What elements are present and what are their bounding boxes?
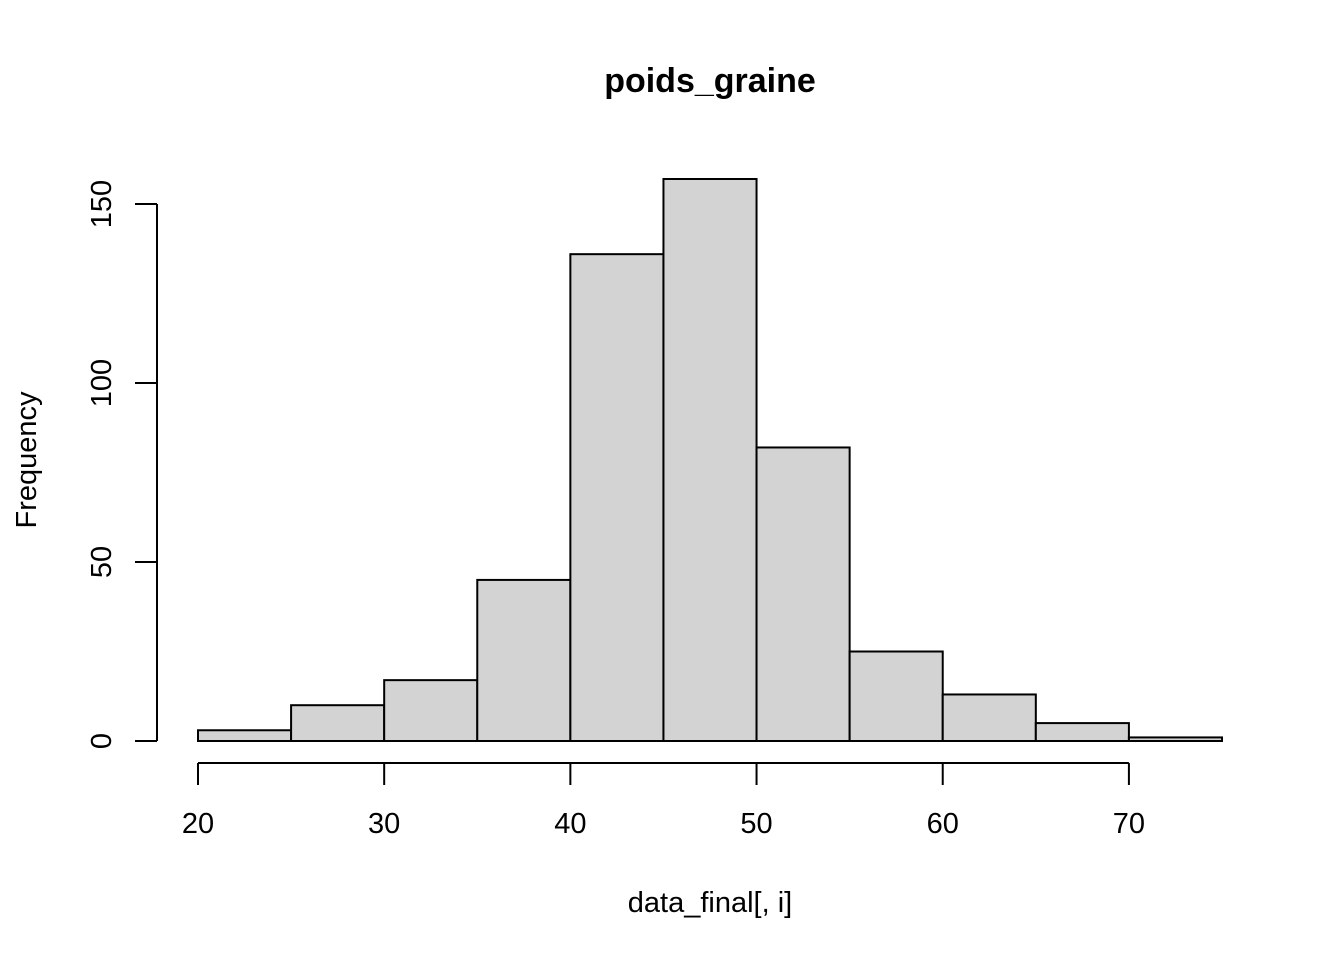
y-tick-label: 150 (86, 180, 118, 228)
x-tick-label: 60 (927, 808, 959, 840)
x-tick-label: 20 (182, 808, 214, 840)
x-axis-label: data_final[, i] (628, 887, 792, 919)
y-tick-label: 50 (86, 546, 118, 578)
histogram-bar (755, 446, 851, 742)
histogram-bar (848, 650, 944, 743)
x-axis: 20 30 40 50 60 70 (182, 762, 1145, 840)
x-tick-label: 40 (554, 808, 586, 840)
histogram-bar (1127, 736, 1223, 743)
histogram-bar (1034, 722, 1130, 743)
y-axis-label: Frequency (11, 391, 43, 529)
y-tick-label: 0 (86, 733, 118, 749)
x-tick-label: 50 (740, 808, 772, 840)
y-axis: 0 50 100 150 (86, 180, 158, 749)
histogram-bar (290, 704, 386, 742)
bars-group (197, 178, 1223, 743)
histogram-bar (476, 578, 572, 742)
x-tick-label: 30 (368, 808, 400, 840)
histogram-bar (569, 253, 665, 743)
histogram-bar (197, 729, 293, 743)
y-tick-label: 100 (86, 359, 118, 407)
chart-title: poids_graine (604, 62, 816, 100)
histogram-bar (383, 679, 479, 742)
histogram-bar (662, 178, 758, 742)
x-tick-label: 70 (1113, 808, 1145, 840)
histogram-bar (941, 693, 1037, 742)
